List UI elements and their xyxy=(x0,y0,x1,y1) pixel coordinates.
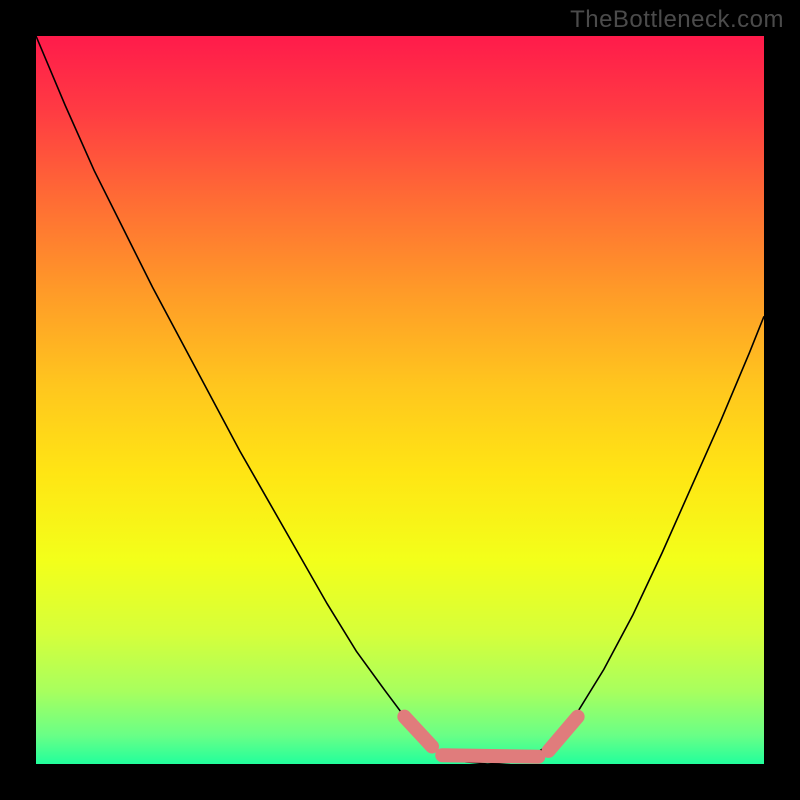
plot-gradient-background xyxy=(36,36,764,764)
optimal-range-marker-segment xyxy=(442,755,538,756)
bottleneck-curve-chart xyxy=(0,0,800,800)
chart-stage: TheBottleneck.com xyxy=(0,0,800,800)
watermark-text: TheBottleneck.com xyxy=(570,6,784,34)
